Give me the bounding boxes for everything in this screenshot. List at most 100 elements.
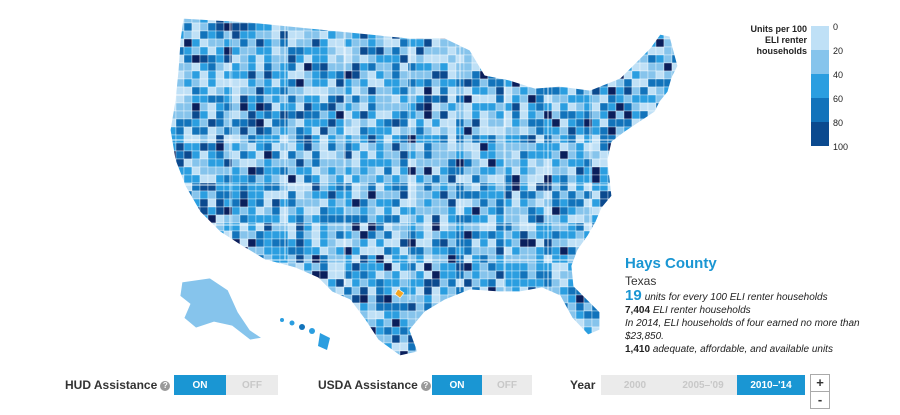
county-tile	[439, 174, 449, 184]
county-tile	[311, 118, 321, 128]
county-tile	[247, 166, 257, 176]
county-tile	[255, 62, 265, 72]
county-tile	[287, 206, 297, 216]
zoom-in-button[interactable]: +	[816, 375, 824, 390]
county-tile	[191, 214, 201, 224]
legend-tick-label: 40	[833, 70, 844, 80]
county-tile	[183, 54, 193, 64]
usda-help-icon[interactable]: ?	[420, 380, 431, 391]
county-tile	[327, 158, 337, 168]
county-tile	[688, 231, 696, 239]
county-tile	[439, 246, 449, 256]
county-tile	[399, 94, 409, 104]
county-tile	[647, 102, 657, 112]
county-tile	[559, 254, 569, 264]
county-tile	[383, 182, 393, 192]
hud-on-button[interactable]: ON	[174, 375, 226, 395]
hud-off-button[interactable]: OFF	[226, 375, 278, 395]
county-tile	[352, 359, 360, 367]
county-tile	[175, 102, 185, 112]
usda-off-button[interactable]: OFF	[482, 375, 532, 395]
year-option-2005-09[interactable]: 2005–'09	[669, 375, 737, 395]
county-tile	[655, 38, 665, 48]
county-tile	[591, 78, 601, 88]
county-tile	[327, 222, 337, 232]
county-tile	[583, 78, 593, 88]
county-tile	[583, 46, 593, 56]
county-tile	[463, 62, 473, 72]
county-tile	[455, 342, 465, 352]
county-tile	[639, 182, 649, 192]
county-tile	[591, 22, 601, 32]
county-tile	[335, 166, 345, 176]
county-tile	[375, 214, 385, 224]
county-tile	[583, 70, 593, 80]
county-tile	[591, 118, 601, 128]
county-tile	[359, 206, 369, 216]
county-tile	[383, 222, 393, 232]
county-tile	[559, 262, 569, 272]
county-tile	[399, 150, 409, 160]
zoom-out-button[interactable]: -	[811, 391, 829, 408]
county-tile	[279, 326, 289, 336]
usda-on-button[interactable]: ON	[432, 375, 482, 395]
county-tile	[415, 302, 425, 312]
hud-toggle[interactable]: ON OFF	[174, 375, 278, 395]
year-option-2010-14[interactable]: 2010–'14	[737, 375, 805, 395]
county-tile	[279, 142, 289, 152]
county-tile	[447, 286, 457, 296]
county-tile	[287, 342, 297, 352]
county-tile	[575, 222, 585, 232]
county-tile	[623, 246, 633, 256]
county-tile	[671, 142, 678, 152]
county-tile	[263, 310, 273, 320]
county-tile	[311, 278, 321, 288]
hud-help-icon[interactable]: ?	[160, 380, 171, 391]
usda-toggle[interactable]: ON OFF	[432, 375, 532, 395]
county-tile	[671, 118, 678, 128]
county-tile	[359, 302, 369, 312]
county-tile	[160, 215, 168, 223]
county-tile	[303, 70, 313, 80]
year-option-2000[interactable]: 2000	[601, 375, 669, 395]
county-tile	[320, 359, 328, 367]
county-tile	[215, 350, 225, 356]
county-tile	[383, 78, 393, 88]
county-tile	[527, 278, 537, 288]
county-tile	[631, 46, 641, 56]
county-tile	[271, 222, 281, 232]
hays-county-highlight[interactable]	[394, 288, 405, 299]
county-tile	[567, 18, 577, 24]
county-tile	[615, 254, 625, 264]
year-selector[interactable]: 2000 2005–'09 2010–'14	[601, 375, 805, 395]
county-tile	[615, 238, 625, 248]
county-tile	[415, 270, 425, 280]
county-tile	[375, 150, 385, 160]
county-tile	[183, 238, 193, 248]
county-tile	[343, 18, 353, 24]
county-tile	[511, 102, 521, 112]
county-tile	[335, 46, 345, 56]
county-tile	[351, 238, 361, 248]
county-tile	[319, 206, 329, 216]
county-tile	[471, 294, 481, 304]
county-info-panel: Hays County Texas 19 units for every 100 …	[625, 255, 885, 356]
county-tile	[495, 198, 505, 208]
county-tile	[383, 86, 393, 96]
county-tile	[535, 302, 545, 312]
county-tile	[487, 134, 497, 144]
county-tile	[463, 30, 473, 40]
county-tile	[495, 126, 505, 136]
county-tile	[599, 102, 609, 112]
county-tile	[567, 182, 577, 192]
county-tile	[591, 94, 601, 104]
county-tile	[303, 214, 313, 224]
county-tile	[271, 230, 281, 240]
county-tile	[479, 22, 489, 32]
county-tile	[160, 295, 168, 303]
county-tile	[255, 126, 265, 136]
county-tile	[479, 262, 489, 272]
county-tile	[263, 278, 273, 288]
county-tile	[391, 38, 401, 48]
